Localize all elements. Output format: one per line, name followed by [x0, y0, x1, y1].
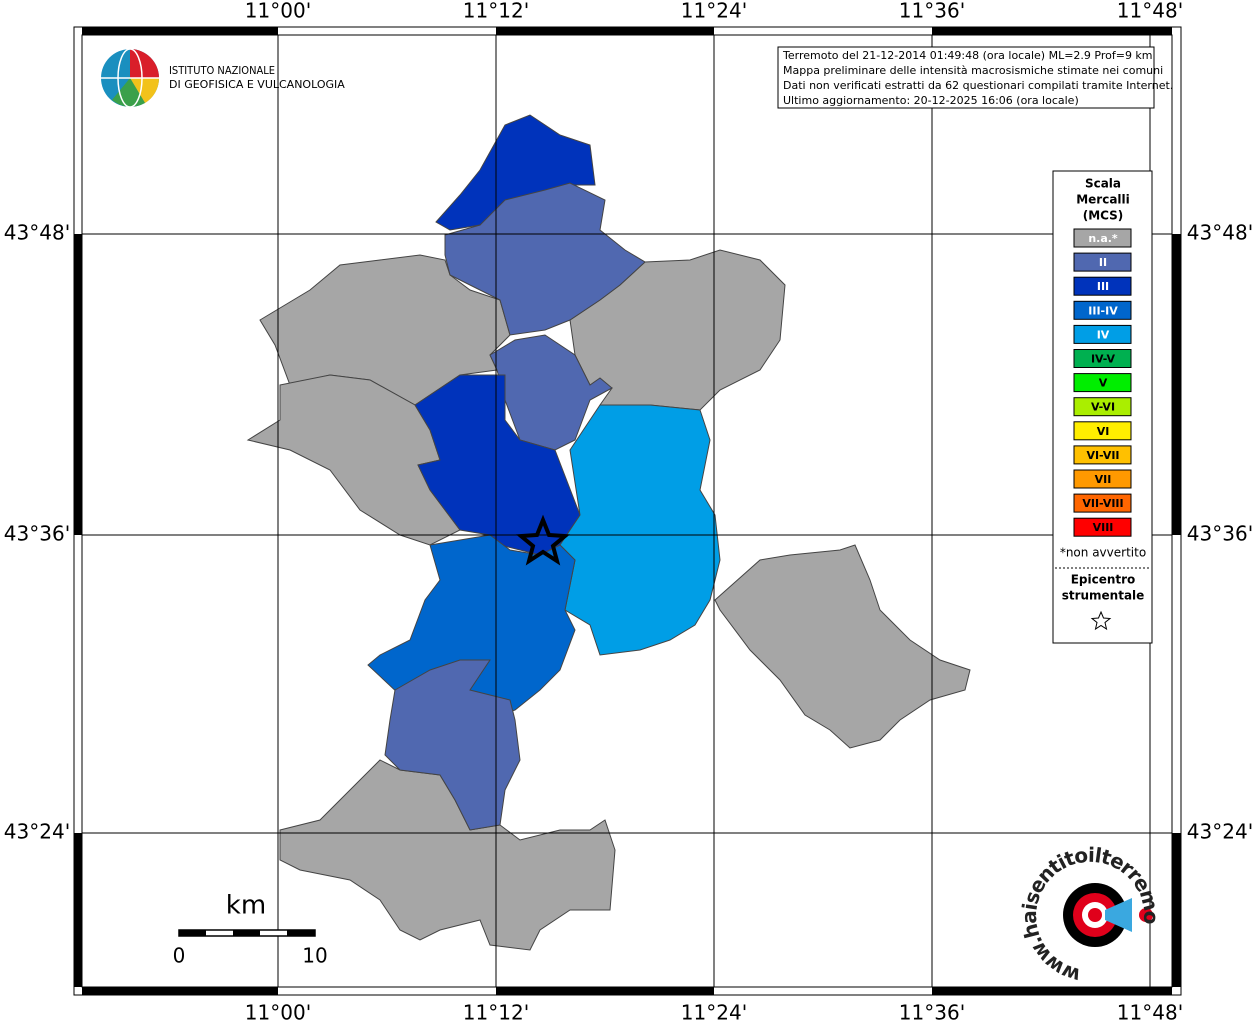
x-tick-label: 11°36' [899, 1001, 965, 1024]
legend-label: V [1099, 377, 1108, 390]
y-tick-label: 43°24' [4, 820, 70, 844]
scale-bar-segment [233, 930, 260, 936]
legend-swatch [1073, 300, 1132, 320]
legend-label: VII-VIII [1082, 497, 1123, 510]
info-line: Dati non verificati estratti da 62 quest… [783, 79, 1173, 92]
legend-swatch [1073, 228, 1132, 248]
frame-segment [74, 234, 82, 535]
legend-swatch [1073, 324, 1132, 344]
institute-line: DI GEOFISICA E VULCANOLOGIA [169, 78, 345, 91]
y-tick-label: 43°36' [4, 522, 70, 546]
legend-swatch [1073, 252, 1132, 272]
x-tick-label: 11°00' [245, 1001, 311, 1024]
logo-segment [130, 78, 160, 103]
scale-bar: km 0 10 [173, 891, 328, 968]
municipality [384, 659, 521, 831]
scale-unit: km [226, 891, 266, 921]
frame-segment [932, 987, 1172, 995]
y-tick-label: 43°48' [1187, 221, 1253, 245]
legend-swatch [1073, 373, 1132, 393]
legend-label: IV [1097, 328, 1110, 341]
legend-title: Scala [1085, 177, 1121, 191]
legend-star [1090, 610, 1112, 631]
y-tick-label: 43°24' [1187, 820, 1253, 844]
info-line: Terremoto del 21-12-2014 01:49:48 (ora l… [782, 49, 1153, 62]
x-tick-label: 11°24' [681, 0, 747, 23]
scale-bar-segment [179, 930, 206, 936]
legend-swatch [1073, 276, 1132, 296]
institute-line: ISTITUTO NAZIONALE [169, 64, 275, 77]
grid [82, 35, 1172, 987]
legend-swatch [1073, 469, 1132, 489]
legend-swatch [1073, 421, 1132, 441]
legend-swatch [1073, 349, 1132, 368]
logo-segment [112, 78, 145, 107]
x-tick-label: 11°36' [899, 0, 965, 23]
legend-label: III [1097, 280, 1109, 293]
municipality [714, 544, 971, 749]
legend-swatch [1073, 445, 1132, 465]
frame-segment [932, 27, 1172, 35]
y-tick-label: 43°48' [4, 221, 70, 245]
legend-swatch [1073, 493, 1132, 513]
legend-label: IV-V [1091, 353, 1116, 366]
scale-label: 10 [302, 944, 327, 968]
frame-segment [1172, 234, 1181, 535]
legend: ScalaMercalli(MCS)n.a.*IIIIIIII-IVIVIV-V… [1073, 177, 1132, 537]
logo-megaphone [1105, 898, 1132, 932]
x-tick-label: 11°24' [681, 1001, 747, 1024]
legend-title: Mercalli [1076, 193, 1130, 207]
legend-label: VI [1097, 425, 1110, 438]
frame-segment [496, 27, 714, 35]
info-box [777, 46, 1155, 109]
legend-label: II [1099, 256, 1107, 269]
legend-label: VI-VII [1086, 449, 1119, 462]
legend-label: VII [1095, 473, 1112, 486]
municipality [559, 404, 721, 656]
info-line: Mappa preliminare delle intensità macros… [783, 64, 1163, 77]
scale-bar-segment [287, 930, 315, 936]
frame [73, 26, 1182, 996]
regions [246, 114, 971, 951]
logo-dot [1139, 908, 1153, 922]
x-tick-label: 11°48' [1117, 1001, 1183, 1024]
scale-label: 0 [173, 944, 186, 968]
info-line: Ultimo aggiornamento: 20-12-2025 16:06 (… [783, 94, 1079, 107]
frame-segment [496, 987, 714, 995]
epicenter-label: Epicentro [1071, 573, 1136, 587]
legend-label: VIII [1093, 521, 1114, 534]
logo-circle [1088, 908, 1102, 922]
municipality [444, 182, 646, 336]
info-text: Terremoto del 21-12-2014 01:49:48 (ora l… [782, 49, 1173, 107]
frame-segment [82, 27, 278, 35]
legend-label: III-IV [1088, 304, 1118, 317]
y-tick-label: 43°36' [1187, 522, 1253, 546]
municipality [489, 334, 613, 451]
legend-title: (MCS) [1083, 209, 1124, 223]
ingv-logo: ISTITUTO NAZIONALE DI GEOFISICA E VULCAN… [101, 48, 345, 108]
frame-segment [1172, 833, 1181, 987]
x-tick-label: 11°48' [1117, 0, 1183, 23]
legend-label: n.a.* [1088, 232, 1118, 245]
x-tick-label: 11°12' [463, 1001, 529, 1024]
legend-swatch [1073, 517, 1132, 537]
frame-segment [74, 833, 82, 987]
legend-label: V-VI [1091, 401, 1115, 414]
epicenter-star [515, 514, 571, 566]
legend-note: *non avvertito [1060, 546, 1146, 560]
frame-segment [82, 987, 278, 995]
x-tick-label: 11°00' [245, 0, 311, 23]
x-tick-label: 11°12' [463, 0, 529, 23]
legend-swatch [1073, 397, 1132, 417]
epicenter-label: strumentale [1062, 589, 1145, 603]
